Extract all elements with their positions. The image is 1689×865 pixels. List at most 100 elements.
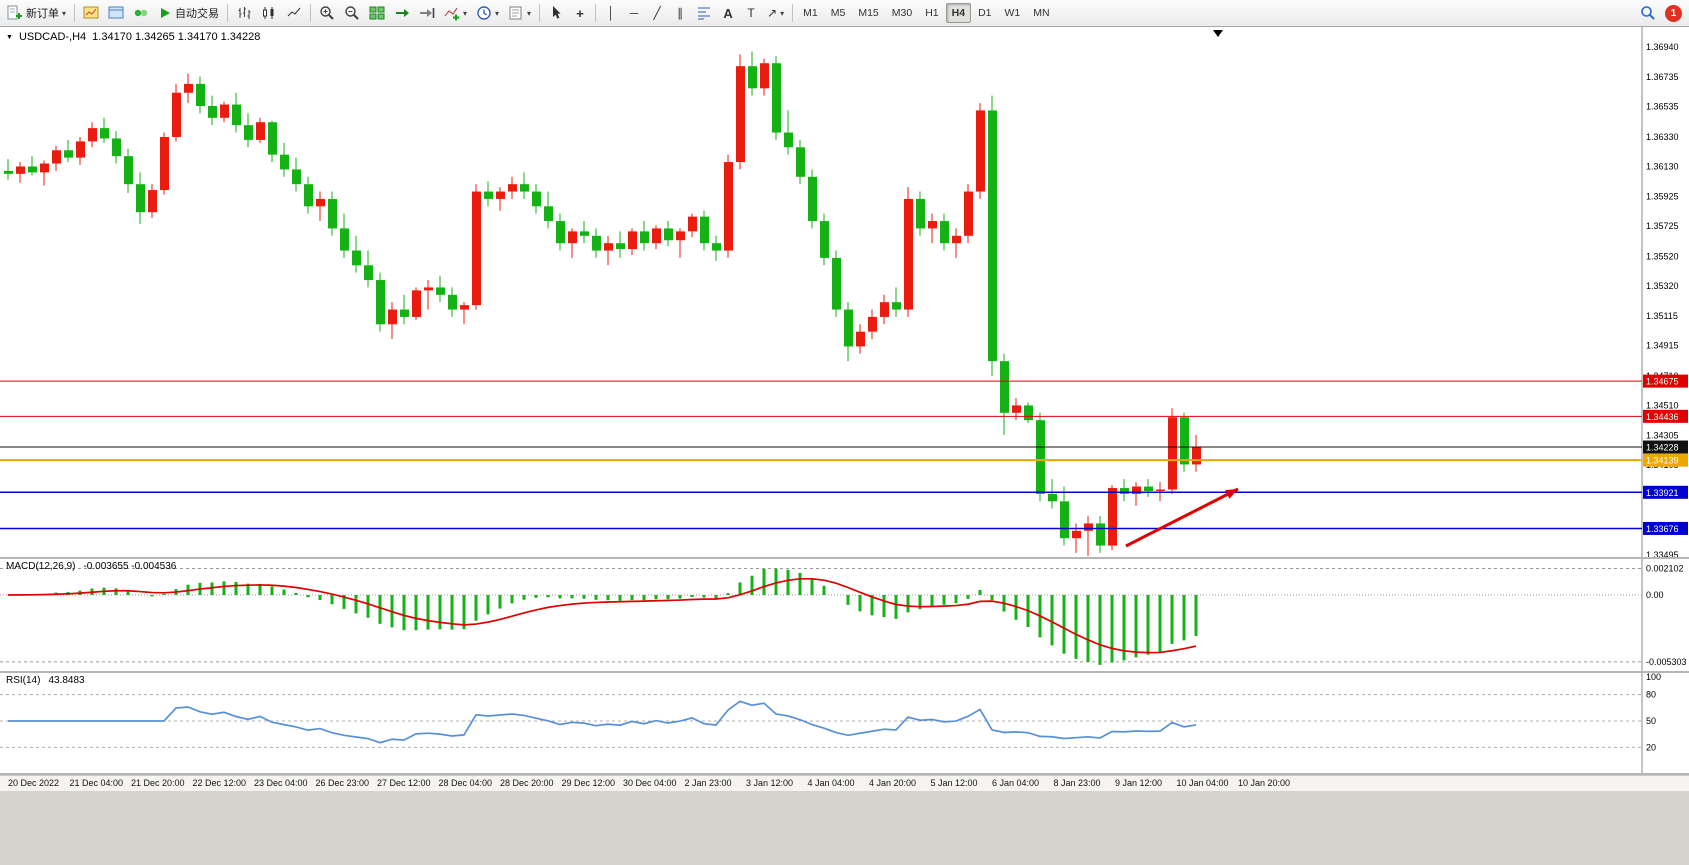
chart-expand-icon[interactable]: ▼ [6,33,13,41]
channel-icon: ∥ [677,6,684,20]
timeframe-M15-button[interactable]: M15 [858,7,879,19]
vertical-line-tool-button[interactable]: │ [600,2,622,24]
template-icon [508,5,524,21]
new-order-label: 新订单 [26,8,59,20]
chevron-down-icon: ▾ [780,8,785,18]
time-axis[interactable]: 20 Dec 2022 21 Dec 04:00 21 Dec 20:00 22 De… [0,775,1689,791]
candlestick-chart-icon [261,5,277,21]
svg-text:1.35725: 1.35725 [1646,221,1679,231]
cursor-icon [548,5,564,21]
svg-text:1.34139: 1.34139 [1646,456,1679,466]
panel-splitter[interactable] [0,557,1689,559]
timeframe-W1-button[interactable]: W1 [1004,7,1021,19]
arrow-tool-icon: ↗ [767,6,778,20]
chevron-down-icon: ▾ [527,8,532,18]
profiles-button[interactable] [104,2,128,24]
timeframe-H1-button[interactable]: H1 [925,7,939,19]
toolbar-separator [595,4,597,22]
fibonacci-icon [696,5,712,21]
svg-text:1.35320: 1.35320 [1646,281,1679,291]
svg-text:1.36330: 1.36330 [1646,132,1679,142]
svg-text:1.34305: 1.34305 [1646,431,1679,441]
timeframe-M1-button[interactable]: M1 [803,7,818,19]
timeframe-D1-button[interactable]: D1 [978,7,992,19]
label-tool-button[interactable]: T [740,2,762,24]
macd-name: MACD(12,26,9) [6,561,76,572]
vertical-line-icon: │ [607,6,615,20]
trendline-tool-button[interactable]: ╱ [646,2,668,24]
fibonacci-tool-button[interactable] [692,2,716,24]
market-watch-icon [133,5,149,21]
new-order-button[interactable]: 新订单 ▾ [3,2,70,24]
svg-text:1.33495: 1.33495 [1646,550,1679,557]
rsi-label: RSI(14) 43.8483 [6,675,85,686]
notification-badge: 1 [1665,4,1682,22]
time-axis-label: 6 Jan 04:00 [992,778,1040,788]
search-button[interactable] [1636,2,1660,24]
autotrading-label: 自动交易 [175,8,220,20]
arrows-tool-button[interactable]: ↗ ▾ [763,2,788,24]
main-chart-pane: 1.36940 1.36735 1.36535 1.36330 1.36130 1.359… [0,27,1689,557]
charts-icon [83,5,99,21]
macd-canvas[interactable]: 0.002102 0.00 -0.005303 [0,559,1689,671]
horizontal-line-icon: ─ [629,6,639,20]
svg-text:1.33676: 1.33676 [1646,524,1679,534]
svg-text:1.34510: 1.34510 [1646,400,1679,410]
bar-chart-button[interactable] [232,2,256,24]
panel-splitter[interactable] [0,671,1689,673]
time-axis-label: 26 Dec 23:00 [315,778,370,788]
toolbar-separator [74,4,76,22]
timeframe-M30-button[interactable]: M30 [891,7,913,19]
zoom-in-icon [319,5,335,21]
macd-values: -0.003655 -0.004536 [83,561,177,572]
chevron-down-icon: ▾ [62,8,67,18]
notifications-button[interactable]: 1 [1661,2,1686,24]
rsi-name: RSI(14) [6,675,41,686]
time-axis-label: 10 Jan 04:00 [1176,778,1229,788]
charts-button[interactable] [79,2,103,24]
crosshair-button[interactable]: + [569,2,591,24]
svg-text:80: 80 [1646,690,1656,700]
panel-splitter[interactable] [0,773,1689,775]
svg-text:1.35520: 1.35520 [1646,251,1679,261]
auto-scroll-button[interactable] [390,2,414,24]
new-order-icon [7,5,23,21]
svg-text:1.35925: 1.35925 [1646,192,1679,202]
svg-text:100: 100 [1646,673,1661,682]
templates-button[interactable]: ▾ [504,2,535,24]
chart-shift-icon [419,5,435,21]
toolbar: 新订单 ▾ 自动交易 ▾ ▾ ▾ + │ ─ ╱ ∥ A T ↗ ▾ M1 M5 M1… [0,0,1689,27]
market-watch-button[interactable] [129,2,153,24]
svg-text:1.36735: 1.36735 [1646,72,1679,82]
rsi-pane: 100 80 50 20 RSI(14) 43.8483 [0,673,1689,773]
line-chart-button[interactable] [282,2,306,24]
chart-symbol-line: ▼ USDCAD-,H4 1.34170 1.34265 1.34170 1.3… [6,31,260,43]
channel-tool-button[interactable]: ∥ [669,2,691,24]
timeframe-H4-button[interactable]: H4 [945,3,972,23]
horizontal-line-tool-button[interactable]: ─ [623,2,645,24]
auto-scroll-icon [394,5,410,21]
main-chart-canvas[interactable]: 1.36940 1.36735 1.36535 1.36330 1.36130 1.359… [0,27,1689,557]
chart-shift-button[interactable] [415,2,439,24]
text-tool-button[interactable]: A [717,2,739,24]
svg-text:1.34436: 1.34436 [1646,412,1679,422]
timeframe-MN-button[interactable]: MN [1033,7,1050,19]
search-icon [1640,5,1656,21]
zoom-out-button[interactable] [340,2,364,24]
zoom-out-icon [344,5,360,21]
timeframe-M5-button[interactable]: M5 [830,7,846,19]
candlestick-chart-button[interactable] [257,2,281,24]
profiles-icon [108,5,124,21]
cursor-button[interactable] [544,2,568,24]
bar-chart-icon [236,5,252,21]
zoom-in-button[interactable] [315,2,339,24]
svg-text:1.35115: 1.35115 [1646,311,1678,321]
chevron-down-icon: ▾ [463,8,468,18]
tile-windows-button[interactable] [365,2,389,24]
rsi-canvas[interactable]: 100 80 50 20 [0,673,1689,773]
svg-text:1.34915: 1.34915 [1646,341,1679,351]
autotrading-button[interactable]: 自动交易 [154,2,223,24]
periods-button[interactable]: ▾ [472,2,503,24]
time-axis-label: 9 Jan 12:00 [1115,778,1163,788]
indicators-button[interactable]: ▾ [440,2,471,24]
